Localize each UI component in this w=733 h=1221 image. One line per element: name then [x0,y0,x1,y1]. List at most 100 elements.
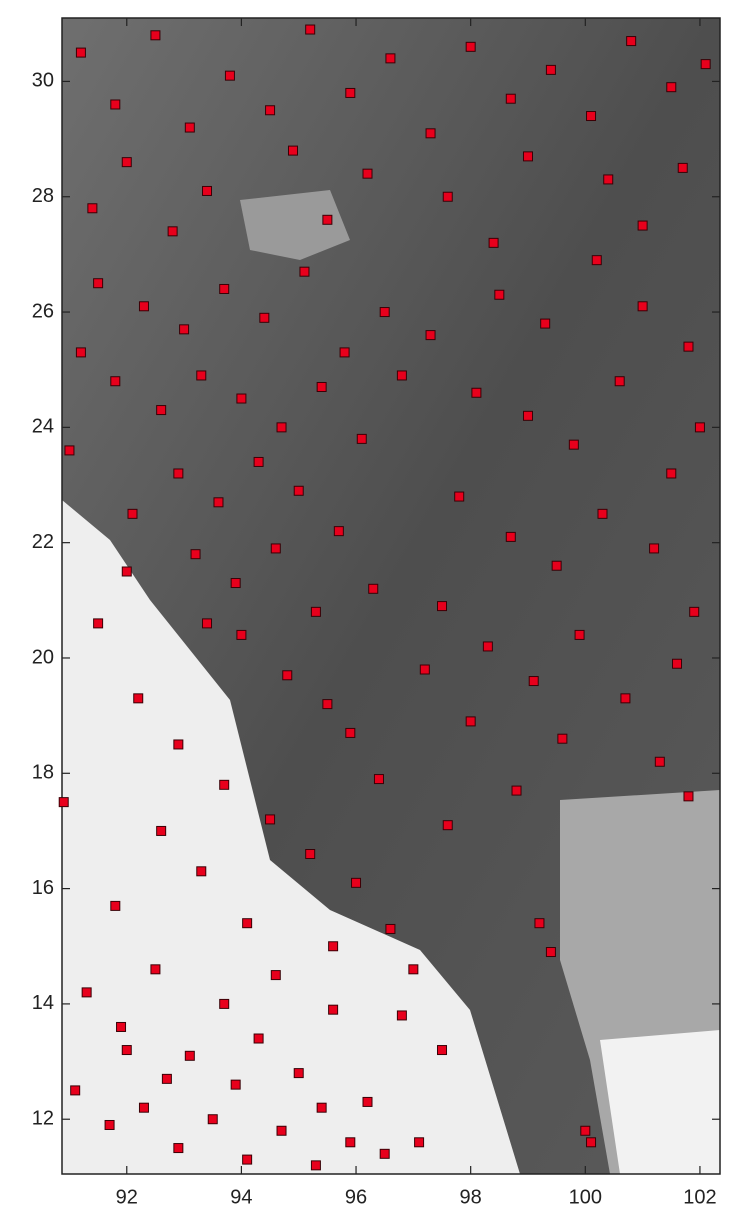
point [253,1033,264,1044]
point [379,1148,390,1159]
y-tick-label: 18 [32,762,54,784]
point [230,578,241,589]
point [236,393,247,404]
point [471,387,482,398]
point [184,122,195,133]
point [437,1045,448,1056]
point [219,283,230,294]
point [442,820,453,831]
x-tick-label: 98 [460,1186,482,1208]
point [179,324,190,335]
point [127,508,138,519]
point [202,185,213,196]
point [316,381,327,392]
point [385,923,396,934]
point [362,168,373,179]
y-tick-label: 16 [32,877,54,899]
point [373,774,384,785]
point [75,347,86,358]
point [224,70,235,81]
y-tick-label: 30 [32,70,54,92]
point [173,468,184,479]
point [425,128,436,139]
point [700,59,711,70]
point [557,733,568,744]
point [568,439,579,450]
point [121,157,132,168]
point [494,289,505,300]
point [75,47,86,58]
point [574,629,585,640]
point [242,1154,253,1165]
y-tick-label: 12 [32,1108,54,1130]
map-background [61,17,721,1175]
x-tick-label: 96 [345,1186,367,1208]
point [328,1004,339,1015]
point [620,693,631,704]
point [505,93,516,104]
point [305,849,316,860]
point [586,111,597,122]
point [545,947,556,958]
point [396,370,407,381]
point [196,866,207,877]
point [522,151,533,162]
point [242,918,253,929]
point [87,203,98,214]
y-tick-label: 24 [32,416,54,438]
point [213,497,224,508]
point [442,191,453,202]
point [93,278,104,289]
x-tick-label: 92 [116,1186,138,1208]
point [465,41,476,52]
point [70,1085,81,1096]
point [649,543,660,554]
point [666,82,677,93]
point [322,214,333,225]
point [173,1143,184,1154]
point [522,410,533,421]
point [511,785,522,796]
point [173,739,184,750]
point [694,422,705,433]
point [138,1102,149,1113]
point [156,405,167,416]
point [293,485,304,496]
point [437,601,448,612]
point [540,318,551,329]
point [654,756,665,767]
point [385,53,396,64]
point [81,987,92,998]
point [414,1137,425,1148]
point [345,1137,356,1148]
point [150,964,161,975]
point [110,376,121,387]
point [58,797,69,808]
point [408,964,419,975]
point [236,629,247,640]
point [333,526,344,537]
point [110,900,121,911]
point [316,1102,327,1113]
point [362,1096,373,1107]
point [305,24,316,35]
point [356,433,367,444]
point [196,370,207,381]
point [265,814,276,825]
point [689,606,700,617]
point [396,1010,407,1021]
point [265,105,276,116]
point [299,266,310,277]
point [121,1045,132,1056]
point [339,347,350,358]
point [167,226,178,237]
point [614,376,625,387]
point [626,36,637,47]
point [270,970,281,981]
point [482,641,493,652]
point [666,468,677,479]
point [637,301,648,312]
point [270,543,281,554]
point [276,1125,287,1136]
